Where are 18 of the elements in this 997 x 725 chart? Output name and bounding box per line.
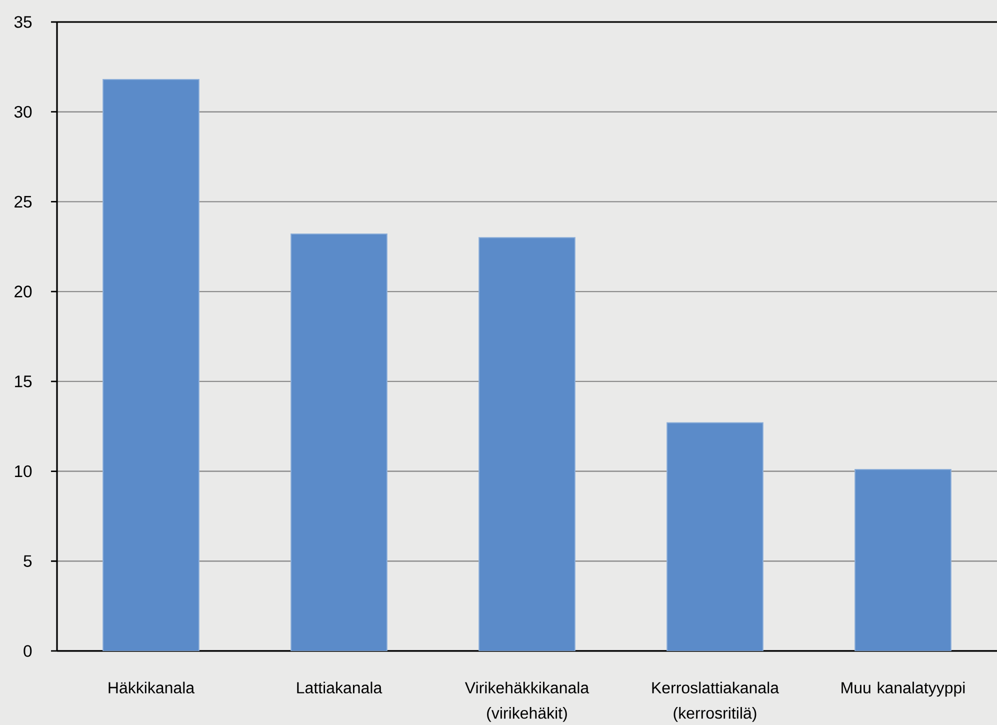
y-tick-label: 10 (15, 465, 32, 478)
x-tick-label: Häkkikanala (108, 682, 195, 694)
bar (102, 79, 200, 651)
y-tick-label: 35 (14, 16, 32, 28)
y-tick-label: 25 (14, 196, 32, 208)
y-tick-label: 15 (15, 376, 32, 388)
bar (290, 234, 388, 651)
bar (854, 468, 952, 651)
x-tick-label: Muu kanalatyyppi (842, 682, 965, 697)
y-tick-label: 20 (14, 286, 32, 298)
bar (478, 237, 576, 651)
x-tick-label: Kerroslattiakanala (kerrosritilä) (652, 682, 779, 722)
y-tick-label: 30 (14, 106, 32, 118)
y-tick-label: 5 (24, 555, 32, 567)
x-tick-label: Virikehäkkikanala (virikehäkit) (464, 682, 590, 722)
y-tick-label: 0 (24, 645, 32, 657)
x-tick-label: Lattiakanala (297, 682, 382, 694)
bar (666, 422, 764, 651)
